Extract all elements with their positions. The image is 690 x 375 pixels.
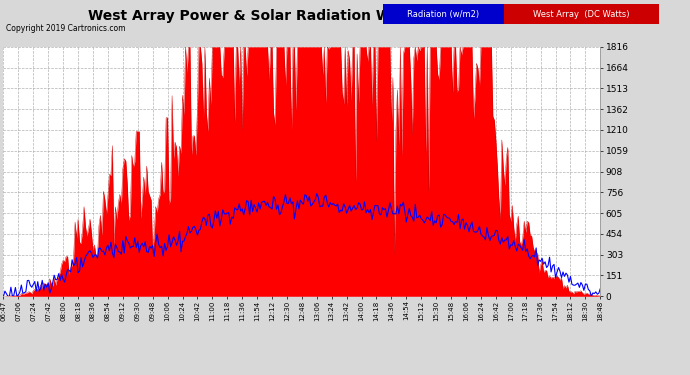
- Text: Radiation (w/m2): Radiation (w/m2): [407, 10, 480, 18]
- Text: West Array Power & Solar Radiation Wed Mar 27 19:00: West Array Power & Solar Radiation Wed M…: [88, 9, 519, 23]
- Text: West Array  (DC Watts): West Array (DC Watts): [533, 10, 629, 18]
- Text: Copyright 2019 Cartronics.com: Copyright 2019 Cartronics.com: [6, 24, 125, 33]
